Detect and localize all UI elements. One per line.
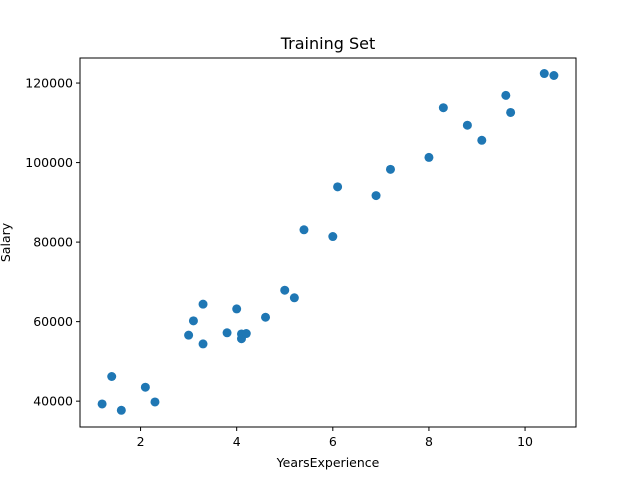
data-point <box>299 225 309 235</box>
x-tick-label: 4 <box>233 434 241 449</box>
data-point <box>438 103 448 113</box>
data-point <box>184 330 194 340</box>
data-points <box>97 69 559 415</box>
data-point <box>116 405 126 415</box>
data-point <box>462 120 472 130</box>
x-tick-label: 8 <box>425 434 433 449</box>
x-axis-ticks: 2 4 6 8 10 <box>137 427 533 449</box>
data-point <box>539 69 549 79</box>
data-point <box>328 232 338 242</box>
data-point <box>241 329 251 339</box>
data-point <box>198 339 208 349</box>
data-point <box>140 382 150 392</box>
y-axis-ticks: 40000 60000 80000 100000 120000 <box>25 76 80 409</box>
y-tick-label: 40000 <box>33 394 73 409</box>
data-point <box>188 316 198 326</box>
data-point <box>222 328 232 338</box>
y-tick-label: 100000 <box>25 155 73 170</box>
data-point <box>261 312 271 322</box>
data-point <box>501 90 511 100</box>
x-tick-label: 6 <box>329 434 337 449</box>
y-axis-label: Salary <box>0 222 13 262</box>
data-point <box>385 164 395 174</box>
data-point <box>198 299 208 309</box>
y-tick-label: 120000 <box>25 76 73 91</box>
data-point <box>280 285 290 295</box>
data-point <box>371 191 381 201</box>
y-tick-label: 60000 <box>33 314 73 329</box>
data-point <box>97 399 107 409</box>
x-tick-label: 10 <box>517 434 533 449</box>
data-point <box>107 372 117 382</box>
data-point <box>333 182 343 192</box>
plot-area-frame <box>79 57 577 428</box>
data-point <box>506 107 516 117</box>
data-point <box>232 304 242 314</box>
data-point <box>549 70 559 80</box>
x-axis-label: YearsExperience <box>276 455 380 470</box>
chart-title: Training Set <box>280 34 376 53</box>
x-tick-label: 2 <box>137 434 145 449</box>
y-tick-label: 80000 <box>33 235 73 250</box>
data-point <box>150 397 160 407</box>
data-point <box>424 152 434 162</box>
data-point <box>289 293 299 303</box>
data-point <box>477 135 487 145</box>
